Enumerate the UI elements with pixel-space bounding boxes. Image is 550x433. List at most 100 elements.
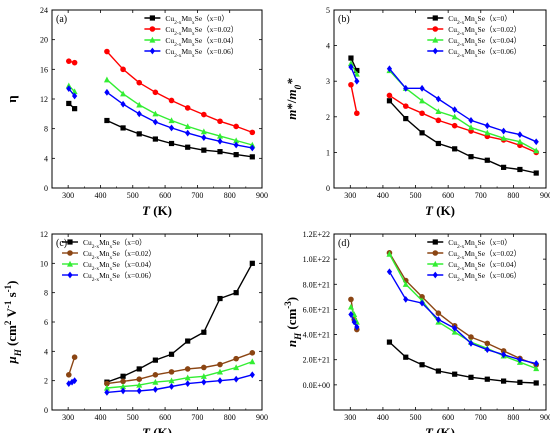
y-axis-label-part: ) [284, 297, 299, 301]
y-axis-label-part: -3 [283, 301, 293, 309]
data-point [168, 117, 175, 124]
legend-entry-label: Cu2-xMnxSe（x=0.02） [165, 25, 238, 37]
data-point [72, 92, 78, 100]
data-point [435, 310, 442, 317]
data-point [136, 131, 142, 137]
data-point [168, 377, 175, 384]
data-point [217, 361, 223, 368]
data-point [468, 374, 474, 380]
data-point [249, 371, 255, 379]
legend-entry-label: Cu2-xMnxSe（x=0.04） [448, 260, 521, 272]
data-point [136, 101, 143, 108]
legend-text-part: Mn [99, 260, 110, 269]
data-point [386, 268, 393, 276]
series-1 [348, 250, 540, 368]
legend-entry-label: Cu2-xMnxSe（x=0.04） [83, 260, 156, 272]
legend-text-part: 2-x [174, 42, 182, 48]
data-point [419, 299, 425, 307]
x-tick-label: 500 [410, 191, 422, 200]
data-point [501, 351, 507, 359]
series-0 [66, 100, 255, 160]
data-point [233, 137, 240, 144]
data-point [120, 378, 126, 385]
legend-text-part: Cu [448, 47, 457, 56]
legend-swatch-marker [149, 47, 155, 55]
legend-text-part: x [110, 244, 113, 250]
x-axis-label-var: T [142, 203, 151, 218]
data-point [201, 134, 207, 141]
series-3 [66, 371, 255, 396]
legend-text-part: Mn [464, 14, 475, 23]
y-axis-label-part: (cm [4, 325, 19, 349]
legend-text-part: Cu [165, 25, 174, 34]
data-point [200, 373, 207, 379]
x-tick-label: 600 [159, 191, 171, 200]
data-point [484, 340, 491, 347]
data-point [533, 380, 539, 386]
x-tick-label: 700 [475, 191, 487, 200]
legend-entry-label: Cu2-xMnxSe（x=0.02） [448, 249, 521, 261]
legend-text-part: x [475, 31, 478, 37]
legend-text-part: Se（x=0.04） [478, 260, 522, 269]
data-point [402, 281, 409, 287]
y-axis-label-part: μ [4, 356, 19, 364]
series-2 [347, 60, 540, 154]
data-point [233, 364, 240, 371]
data-point [201, 364, 207, 371]
data-point [120, 125, 126, 131]
data-point [533, 360, 539, 367]
data-point [120, 373, 126, 379]
data-point [152, 89, 159, 96]
series-line [106, 374, 253, 394]
data-point [217, 137, 223, 145]
legend-entry-label: Cu2-xMnxSe（x=0.04） [165, 36, 238, 48]
legend-entry-label: Cu2-xMnxSe（x=0） [448, 14, 512, 26]
legend-text-part: 2-x [457, 266, 465, 272]
x-tick-label: 300 [62, 413, 74, 422]
legend-text-part: Mn [464, 249, 475, 258]
data-point [217, 295, 223, 302]
data-point [348, 81, 354, 88]
data-point [201, 147, 207, 153]
x-tick-label: 300 [62, 191, 74, 200]
legend-entry-label: Cu2-xMnxSe（x=0.06） [83, 271, 156, 283]
legend-text-part: Cu [83, 249, 92, 258]
x-axis-label-unit: (K) [150, 203, 172, 218]
legend-text-part: Se（x=0） [478, 238, 512, 247]
y-tick-label: 24 [40, 6, 48, 15]
data-point [516, 138, 523, 145]
data-point [201, 329, 207, 335]
data-point [152, 357, 158, 363]
legend-text-part: x [110, 266, 113, 272]
x-tick-label: 700 [191, 413, 203, 422]
y-axis-label: nH (cm-3) [283, 297, 303, 347]
series-3 [66, 85, 255, 152]
legend-text-part: x [192, 53, 195, 59]
legend-swatch-marker [67, 271, 73, 279]
legend-text-part: x [475, 42, 478, 48]
x-axis-label: T (K) [142, 425, 172, 433]
data-point [152, 136, 158, 142]
legend: Cu2-xMnxSe（x=0）Cu2-xMnxSe（x=0.02）Cu2-xMn… [144, 14, 238, 59]
series-line [389, 94, 537, 154]
series-line [106, 51, 253, 134]
data-point [185, 380, 191, 387]
series-line [106, 360, 253, 389]
y-tick-label: 2 [44, 377, 48, 386]
legend-text-part: Se（x=0.02） [478, 249, 522, 258]
legend-text-part: 2-x [457, 255, 465, 261]
y-tick-label: 4 [326, 42, 330, 51]
data-point [200, 128, 207, 135]
series-1 [66, 350, 256, 387]
legend-text-part: Se（x=0） [195, 14, 229, 23]
legend-text-part: 2-x [92, 244, 100, 250]
data-point [185, 338, 191, 344]
x-axis-label-unit: (K) [433, 425, 455, 433]
data-point [120, 90, 127, 97]
data-point [72, 377, 78, 385]
series-line [106, 119, 253, 158]
data-point [168, 383, 175, 390]
data-point [452, 324, 458, 332]
legend-swatch-marker [432, 239, 438, 245]
data-point [403, 84, 409, 92]
